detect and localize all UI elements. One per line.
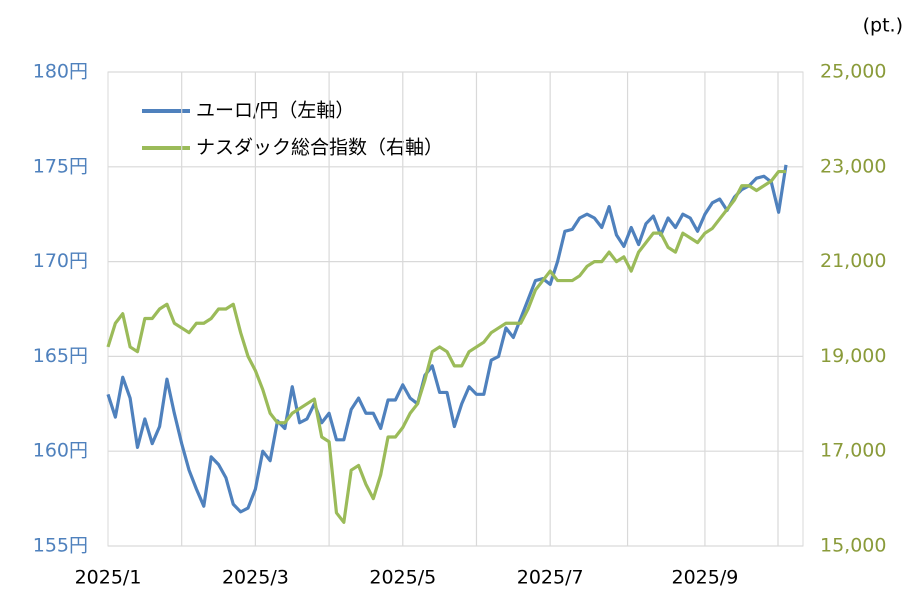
series-line: [106, 164, 788, 514]
x-tick-label: 2025/3: [222, 567, 289, 589]
x-tick-label: 2025/5: [369, 567, 436, 589]
y2-tick-label: 15,000: [820, 535, 886, 557]
y2-tick-label: 19,000: [820, 345, 886, 367]
x-tick-label: 2025/7: [517, 567, 584, 589]
legend-label: ナスダック総合指数（右軸）: [196, 137, 443, 159]
unit-label: (pt.): [863, 15, 903, 37]
y2-tick-label: 17,000: [820, 440, 886, 462]
y-tick-label: 175円: [33, 155, 88, 177]
y-tick-label: 165円: [33, 345, 88, 367]
y-tick-label: 180円: [33, 61, 88, 83]
y-tick-label: 170円: [33, 250, 88, 272]
x-tick-label: 2025/9: [672, 567, 739, 589]
y2-tick-label: 23,000: [820, 155, 886, 177]
legend-label: ユーロ/円（左軸）: [196, 100, 354, 122]
y-tick-label: 155円: [33, 535, 88, 557]
y2-tick-label: 25,000: [820, 61, 886, 83]
y-tick-label: 160円: [33, 440, 88, 462]
y2-tick-label: 21,000: [820, 250, 886, 272]
x-tick-label: 2025/1: [75, 567, 142, 589]
series-line: [106, 169, 786, 524]
